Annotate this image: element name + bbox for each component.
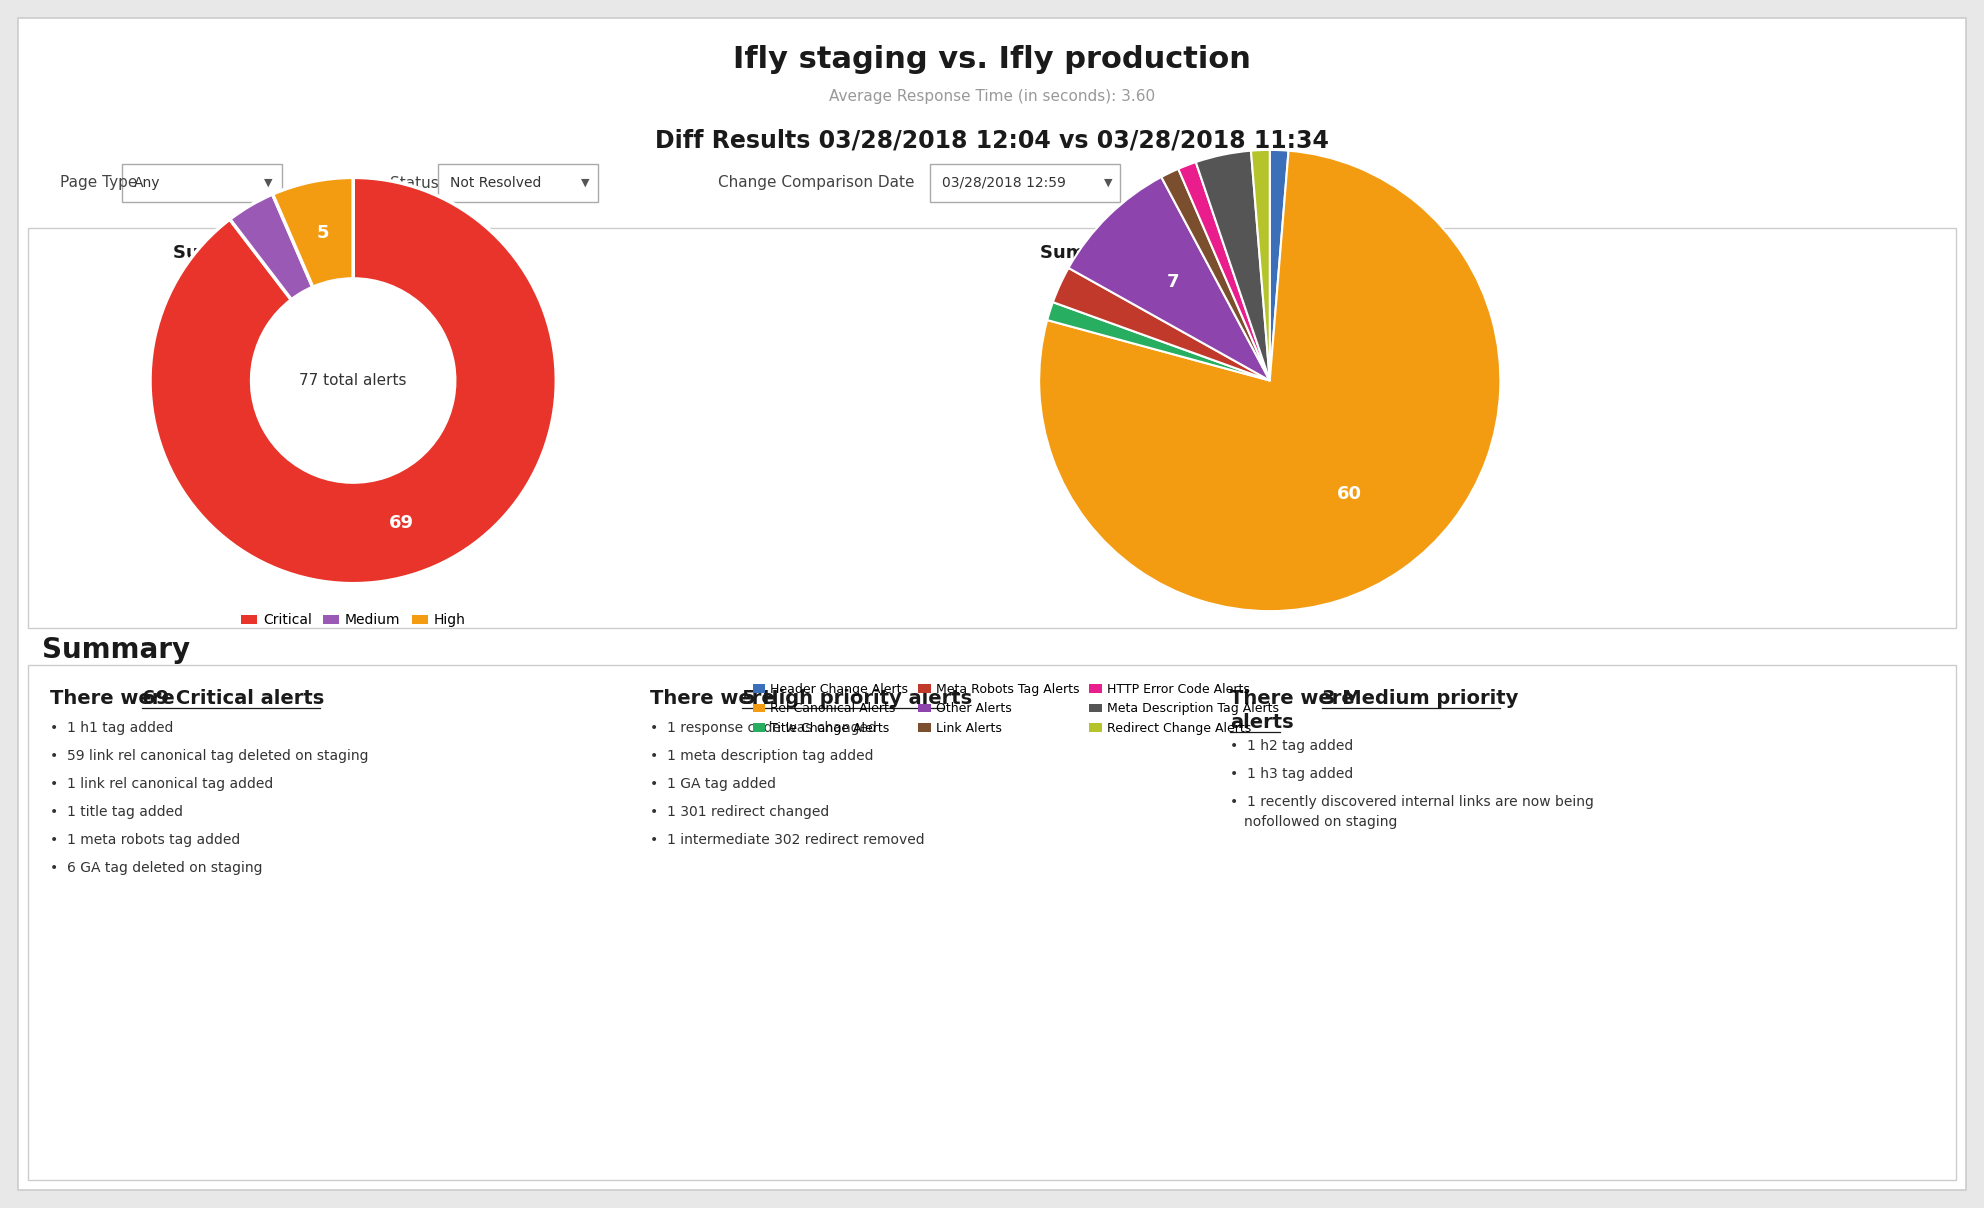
Wedge shape bbox=[1196, 151, 1270, 381]
Text: 5: 5 bbox=[315, 225, 329, 243]
Text: ▼: ▼ bbox=[264, 178, 272, 188]
Text: There were: There were bbox=[1230, 689, 1361, 708]
Text: Change Comparison Date: Change Comparison Date bbox=[718, 175, 915, 191]
Wedge shape bbox=[1069, 178, 1270, 381]
Text: 77 total alerts: 77 total alerts bbox=[300, 373, 407, 388]
Legend: Critical, Medium, High: Critical, Medium, High bbox=[234, 608, 472, 633]
FancyBboxPatch shape bbox=[438, 164, 597, 202]
Text: 7: 7 bbox=[1167, 273, 1178, 291]
Text: •  59 link rel canonical tag deleted on staging: • 59 link rel canonical tag deleted on s… bbox=[50, 749, 369, 763]
Wedge shape bbox=[1161, 169, 1270, 381]
Text: Not Resolved: Not Resolved bbox=[450, 176, 542, 190]
Text: Average Response Time (in seconds): 3.60: Average Response Time (in seconds): 3.60 bbox=[829, 88, 1155, 104]
Text: ▼: ▼ bbox=[1103, 178, 1113, 188]
Text: Diff Results 03/28/2018 12:04 vs 03/28/2018 11:34: Diff Results 03/28/2018 12:04 vs 03/28/2… bbox=[655, 128, 1329, 152]
Text: •  1 GA tag added: • 1 GA tag added bbox=[651, 777, 776, 791]
Text: •  1 title tag added: • 1 title tag added bbox=[50, 805, 183, 819]
Wedge shape bbox=[272, 178, 353, 288]
Wedge shape bbox=[1270, 150, 1288, 381]
Text: •  1 response code was changed: • 1 response code was changed bbox=[651, 721, 877, 734]
Text: Summary: Summary bbox=[42, 635, 190, 664]
Text: alerts: alerts bbox=[1230, 713, 1294, 732]
Text: There were: There were bbox=[50, 689, 181, 708]
Wedge shape bbox=[151, 178, 556, 583]
Text: Status: Status bbox=[391, 175, 438, 191]
Text: 69: 69 bbox=[389, 513, 415, 532]
Text: Page Type: Page Type bbox=[60, 175, 137, 191]
Text: •  1 meta robots tag added: • 1 meta robots tag added bbox=[50, 834, 240, 847]
Wedge shape bbox=[230, 194, 313, 300]
Text: •  1 301 redirect changed: • 1 301 redirect changed bbox=[651, 805, 829, 819]
Text: •  1 h1 tag added: • 1 h1 tag added bbox=[50, 721, 173, 734]
Bar bbox=[28, 664, 1956, 1180]
Wedge shape bbox=[1048, 302, 1270, 381]
Text: Summary by Alert Category: Summary by Alert Category bbox=[1040, 244, 1321, 262]
Text: 5 High priority alerts: 5 High priority alerts bbox=[742, 689, 972, 708]
Text: •  1 recently discovered internal links are now being: • 1 recently discovered internal links a… bbox=[1230, 795, 1593, 809]
Text: There were: There were bbox=[651, 689, 782, 708]
Text: 3 Medium priority: 3 Medium priority bbox=[1321, 689, 1518, 708]
Text: ▼: ▼ bbox=[581, 178, 589, 188]
Bar bbox=[28, 228, 1956, 628]
Text: Any: Any bbox=[135, 176, 161, 190]
FancyBboxPatch shape bbox=[930, 164, 1121, 202]
Text: •  1 h2 tag added: • 1 h2 tag added bbox=[1230, 739, 1353, 753]
Wedge shape bbox=[1252, 150, 1270, 381]
Legend: Header Change Alerts, Rel Canonical Alerts, Title Change Alerts, Meta Robots Tag: Header Change Alerts, Rel Canonical Aler… bbox=[748, 678, 1284, 739]
Text: •  1 meta description tag added: • 1 meta description tag added bbox=[651, 749, 873, 763]
Text: •  6 GA tag deleted on staging: • 6 GA tag deleted on staging bbox=[50, 861, 262, 875]
Wedge shape bbox=[1178, 162, 1270, 381]
Text: •  1 intermediate 302 redirect removed: • 1 intermediate 302 redirect removed bbox=[651, 834, 925, 847]
Text: •  1 h3 tag added: • 1 h3 tag added bbox=[1230, 767, 1353, 782]
FancyBboxPatch shape bbox=[121, 164, 282, 202]
Text: Ifly staging vs. Ifly production: Ifly staging vs. Ifly production bbox=[732, 46, 1252, 75]
Text: •  1 link rel canonical tag added: • 1 link rel canonical tag added bbox=[50, 777, 274, 791]
Text: 03/28/2018 12:59: 03/28/2018 12:59 bbox=[942, 176, 1065, 190]
Text: 60: 60 bbox=[1337, 484, 1361, 503]
Wedge shape bbox=[1040, 151, 1500, 611]
Text: Summary by Alert Severity: Summary by Alert Severity bbox=[173, 244, 446, 262]
Text: 69 Critical alerts: 69 Critical alerts bbox=[143, 689, 323, 708]
Wedge shape bbox=[1054, 268, 1270, 381]
Text: nofollowed on staging: nofollowed on staging bbox=[1244, 815, 1397, 829]
